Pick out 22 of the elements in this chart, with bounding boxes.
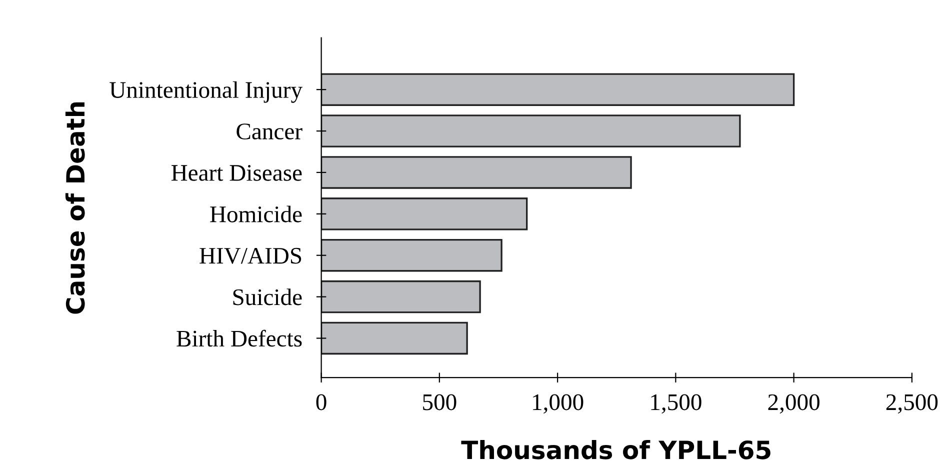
y-tick-label: HIV/AIDS: [200, 248, 302, 264]
bar: [321, 114, 741, 148]
bar: [321, 322, 468, 355]
y-tick-label: Homicide: [210, 206, 302, 222]
y-tick-label: Suicide: [233, 288, 302, 306]
y-tick-label: Unintentional Injury: [110, 81, 302, 103]
bar: [321, 280, 481, 314]
y-tick-label: Heart Disease: [171, 165, 302, 181]
bar: [321, 198, 528, 230]
bar: [321, 156, 632, 189]
x-tick-label: 2,500: [886, 394, 938, 414]
y-axis-title: Cause of Death: [65, 102, 85, 314]
x-tick-label: 2,000: [768, 394, 820, 414]
bar: [321, 73, 795, 106]
x-tick-label: 0: [316, 394, 326, 410]
y-tick-label: Birth Defects: [176, 330, 302, 347]
x-axis-title: Thousands of YPLL-65: [461, 440, 770, 460]
x-tick-label: 1,500: [651, 394, 702, 414]
x-tick-label: 1,000: [533, 394, 584, 414]
bar: [321, 238, 502, 272]
y-tick-label: Cancer: [236, 124, 302, 140]
x-tick-label: 500: [423, 394, 456, 410]
